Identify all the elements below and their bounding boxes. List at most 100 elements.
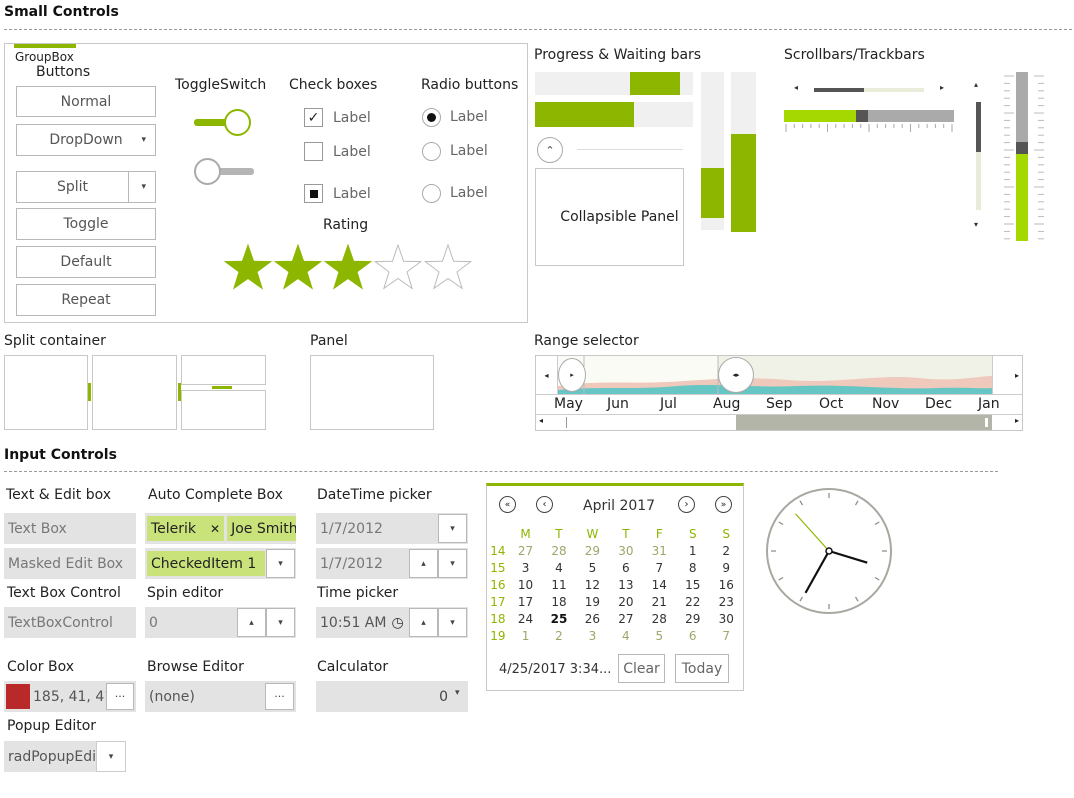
calendar-day[interactable]: 2 [555, 628, 563, 643]
scroll-up-icon[interactable]: ▴ [974, 80, 979, 89]
calendar-day[interactable]: 25 [550, 611, 568, 626]
range-scroll-left-icon[interactable]: ◂ [539, 416, 544, 425]
collapse-toggle-icon[interactable]: ⌃ [537, 137, 563, 163]
text-box[interactable]: Text Box [4, 513, 136, 544]
splitter-handle[interactable] [212, 386, 232, 389]
range-scrollbar[interactable]: ◂ ▸ [536, 414, 1022, 430]
calendar-day[interactable]: 16 [718, 577, 734, 592]
calculator-dropdown[interactable]: 0 [316, 681, 468, 712]
calendar-day[interactable]: 6 [622, 560, 630, 575]
toggle-button[interactable]: Toggle [16, 208, 156, 240]
calendar-day[interactable]: 23 [718, 594, 734, 609]
calendar-day[interactable]: 15 [685, 577, 701, 592]
calendar-day[interactable]: 17 [517, 594, 534, 609]
radio-unselected[interactable] [422, 142, 441, 161]
next-year-icon[interactable]: » [715, 496, 732, 513]
calendar-day[interactable]: 27 [618, 611, 634, 626]
calendar-day[interactable]: 5 [655, 628, 664, 643]
calendar-day[interactable]: 24 [517, 611, 534, 626]
date-down-icon[interactable]: ▾ [438, 549, 467, 578]
calendar-day[interactable]: 21 [651, 594, 667, 609]
toggle-switch-on[interactable] [194, 108, 252, 136]
calendar-day[interactable]: 9 [722, 560, 731, 575]
star-empty-icon[interactable] [373, 244, 423, 290]
calendar-day[interactable]: 4 [555, 560, 563, 575]
checkbox-indeterminate[interactable] [304, 184, 323, 203]
calendar-day[interactable]: 26 [584, 611, 601, 626]
scroll-right-icon[interactable]: ▸ [939, 83, 944, 92]
vertical-trackbar[interactable] [1004, 72, 1044, 242]
star-filled-icon[interactable] [273, 244, 323, 290]
masked-edit-box[interactable]: Masked Edit Box [4, 548, 136, 579]
color-swatch[interactable] [6, 684, 30, 709]
calendar-day[interactable]: 19 [584, 594, 601, 609]
calendar-day[interactable]: 29 [584, 543, 601, 558]
calendar-day[interactable]: 30 [618, 543, 634, 558]
browse-button[interactable]: ··· [265, 683, 294, 710]
remove-token-icon[interactable]: ✕ [210, 521, 221, 536]
calendar-day[interactable]: 5 [588, 560, 597, 575]
spin-up-icon[interactable]: ▴ [237, 608, 266, 637]
calendar-day[interactable]: 12 [584, 577, 601, 592]
range-scroll-right-icon[interactable]: ▸ [1014, 416, 1019, 425]
range-selector[interactable]: ◂ ▸ ▸ ◂▸ May Jun Jul Aug Sep Oct Nov Dec Jan ◂ ▸ [535, 355, 1023, 431]
calendar-day[interactable]: 10 [517, 577, 534, 592]
range-start-thumb[interactable]: ▸ [558, 358, 586, 392]
calendar-day[interactable]: 7 [655, 560, 664, 575]
horizontal-scrollbar[interactable]: ◂ ▸ [792, 82, 946, 98]
calendar-day[interactable]: 14 [651, 577, 667, 592]
checkbox-checked[interactable]: ✓ [304, 108, 323, 127]
calculator-dropdown-icon[interactable]: ▾ [455, 688, 460, 698]
prev-month-icon[interactable]: ‹ [536, 496, 553, 513]
split-arrow-icon[interactable]: ▾ [141, 182, 146, 192]
time-down-icon[interactable]: ▾ [438, 608, 467, 637]
calendar-day[interactable]: 11 [551, 577, 567, 592]
calendar-day[interactable]: 6 [688, 628, 697, 643]
calendar-day[interactable]: 7 [722, 628, 731, 643]
calendar-day[interactable]: 29 [685, 611, 701, 626]
popup-dropdown-icon[interactable]: ▾ [96, 741, 126, 772]
checked-dropdown-icon[interactable]: ▾ [266, 549, 295, 578]
calendar-day[interactable]: 4 [622, 628, 630, 643]
radio-selected[interactable] [422, 108, 441, 127]
color-browse-button[interactable]: ··· [106, 683, 134, 710]
date-dropdown-icon[interactable]: ▾ [438, 514, 467, 543]
rating-stars[interactable] [224, 244, 474, 292]
range-end-thumb[interactable]: ◂▸ [718, 357, 754, 393]
star-filled-icon[interactable] [224, 244, 273, 290]
calendar-day[interactable]: 2 [722, 543, 731, 558]
date-up-icon[interactable]: ▴ [409, 549, 438, 578]
calendar-day[interactable]: 3 [521, 560, 530, 575]
calendar-day[interactable]: 1 [688, 543, 697, 558]
token[interactable]: Joe Smith [227, 516, 296, 541]
default-button[interactable]: Default [16, 246, 156, 278]
token[interactable]: Telerik ✕ [147, 516, 225, 541]
calendar-day[interactable]: 22 [685, 594, 701, 609]
splitter-handle[interactable] [88, 383, 91, 401]
checkbox-unchecked[interactable] [304, 142, 323, 161]
calendar-day[interactable]: 3 [588, 628, 597, 643]
calendar-today-button[interactable]: Today [675, 654, 729, 683]
calendar-day[interactable]: 20 [618, 594, 634, 609]
calendar-day[interactable]: 31 [651, 543, 667, 558]
vertical-scrollbar[interactable]: ▴ ▾ [974, 80, 984, 232]
calendar-day[interactable]: 27 [517, 543, 534, 558]
radio-unselected[interactable] [422, 184, 441, 203]
calendar-day[interactable]: 8 [688, 560, 697, 575]
normal-button[interactable]: Normal [16, 86, 156, 117]
next-month-icon[interactable]: › [678, 496, 695, 513]
scroll-down-icon[interactable]: ▾ [974, 220, 979, 229]
dropdown-button[interactable]: DropDown ▾ [16, 124, 156, 156]
toggle-switch-off[interactable] [194, 157, 254, 185]
autocomplete-box[interactable]: Telerik ✕ Joe Smith [145, 513, 296, 544]
split-button[interactable]: Split ▾ [16, 171, 156, 203]
horizontal-trackbar[interactable] [784, 104, 954, 134]
calendar-day[interactable]: 28 [651, 611, 667, 626]
text-box-control[interactable]: TextBoxControl [4, 607, 136, 638]
range-right-icon[interactable]: ▸ [992, 356, 1022, 394]
prev-year-icon[interactable]: « [499, 496, 516, 513]
scroll-left-icon[interactable]: ◂ [794, 83, 799, 92]
calendar-day[interactable]: 18 [551, 594, 567, 609]
calendar-day[interactable]: 28 [551, 543, 567, 558]
calendar-title[interactable]: April 2017 [583, 498, 656, 514]
